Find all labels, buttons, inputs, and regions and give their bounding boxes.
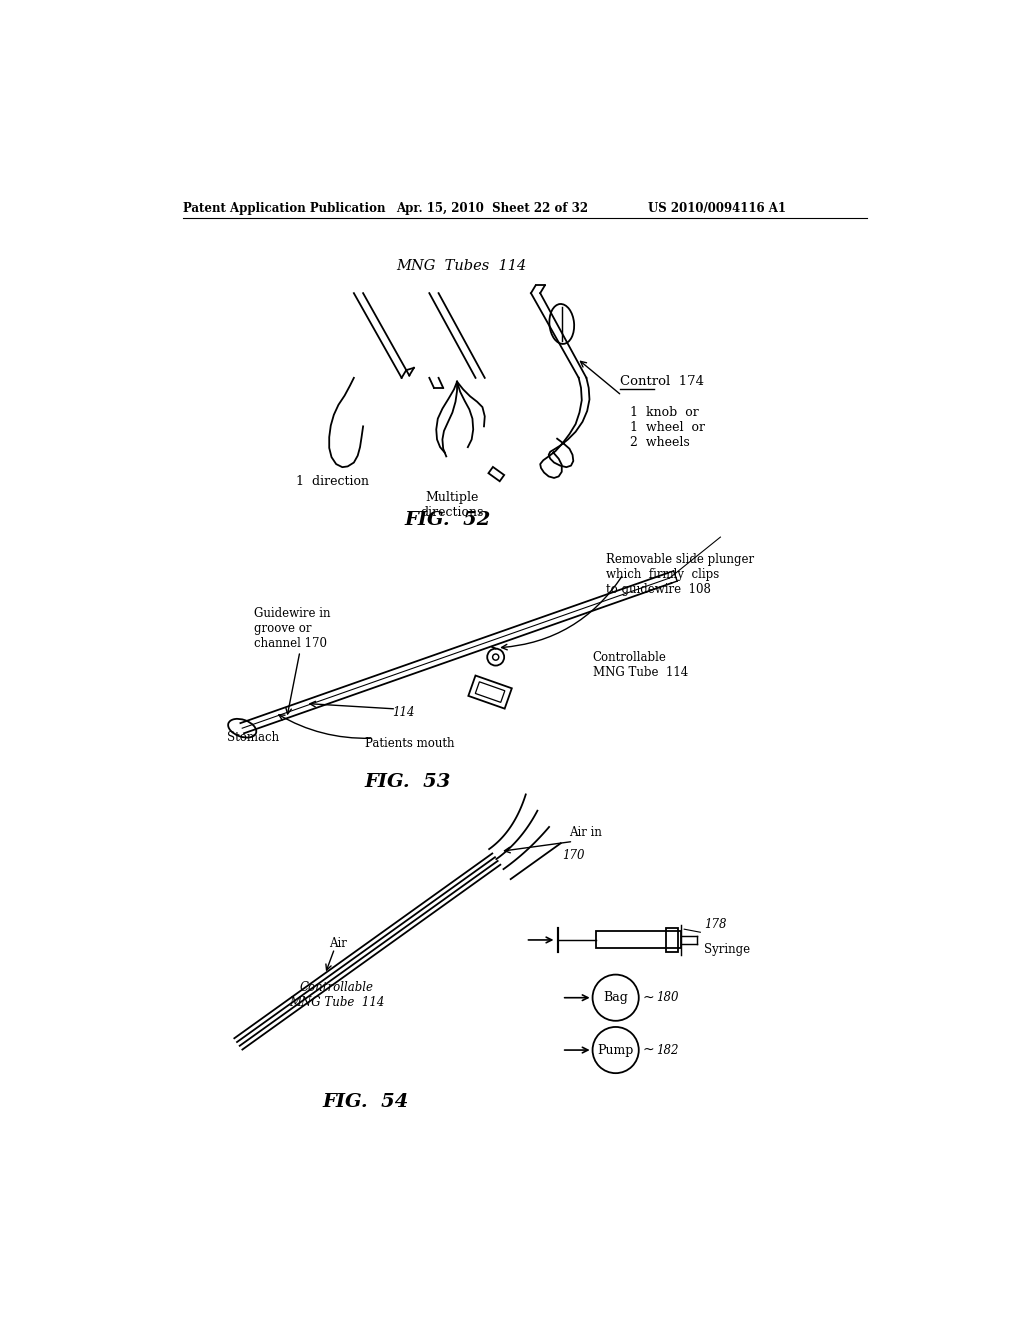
Text: 114: 114 <box>392 706 415 719</box>
Text: Patients mouth: Patients mouth <box>366 738 455 751</box>
Text: 170: 170 <box>562 849 585 862</box>
Text: Patent Application Publication: Patent Application Publication <box>183 202 385 215</box>
Text: Removable slide plunger
which  firmly  clips
to guidewire  108: Removable slide plunger which firmly cli… <box>606 553 755 595</box>
Text: 182: 182 <box>655 1044 678 1056</box>
Bar <box>596 932 681 949</box>
Text: MNG  Tubes  114: MNG Tubes 114 <box>396 259 526 273</box>
Text: Pump: Pump <box>597 1044 634 1056</box>
Text: FIG.  53: FIG. 53 <box>365 774 451 791</box>
Bar <box>666 928 678 952</box>
Text: Air: Air <box>330 937 347 950</box>
Text: Air in: Air in <box>569 826 602 840</box>
Text: ~: ~ <box>643 1043 654 1057</box>
Text: Multiple
directions: Multiple directions <box>421 491 484 519</box>
Text: FIG.  52: FIG. 52 <box>404 511 490 529</box>
Text: Stomach: Stomach <box>226 731 279 744</box>
Text: Syringe: Syringe <box>705 942 751 956</box>
Text: 180: 180 <box>655 991 678 1005</box>
Text: US 2010/0094116 A1: US 2010/0094116 A1 <box>648 202 786 215</box>
Text: Guidewire in
groove or
channel 170: Guidewire in groove or channel 170 <box>254 607 331 649</box>
Text: Bag: Bag <box>603 991 628 1005</box>
Text: ~: ~ <box>643 991 654 1005</box>
Text: 1  knob  or
1  wheel  or
2  wheels: 1 knob or 1 wheel or 2 wheels <box>630 407 705 449</box>
Text: Controllable
MNG Tube  114: Controllable MNG Tube 114 <box>593 651 688 680</box>
Text: Controllable
MNG Tube  114: Controllable MNG Tube 114 <box>289 981 385 1008</box>
Text: FIG.  54: FIG. 54 <box>323 1093 409 1110</box>
Text: Control  174: Control 174 <box>620 375 703 388</box>
Text: 178: 178 <box>705 917 727 931</box>
Text: Apr. 15, 2010  Sheet 22 of 32: Apr. 15, 2010 Sheet 22 of 32 <box>396 202 589 215</box>
Text: 1  direction: 1 direction <box>296 475 369 488</box>
